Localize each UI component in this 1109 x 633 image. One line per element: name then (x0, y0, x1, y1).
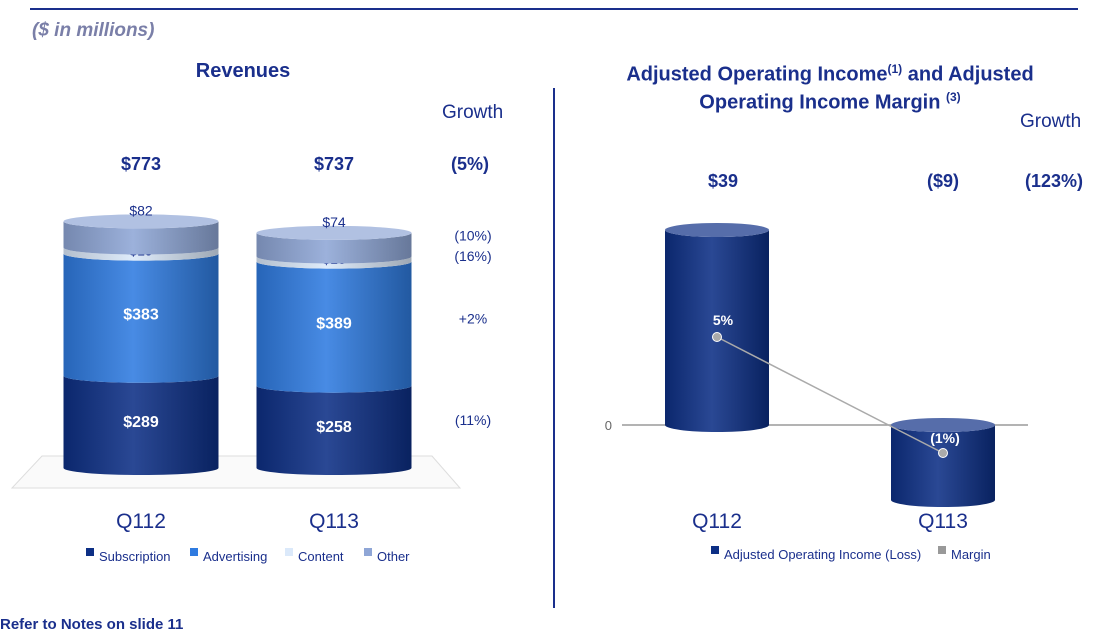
aoi-title-part-a: Adjusted Operating Income (626, 63, 888, 86)
revenue-bar-subscription-q113 (256, 385, 412, 475)
revenue-legend-swatch (190, 548, 198, 556)
margin-legend-swatch (938, 546, 946, 554)
margin-legend-label: Margin (951, 547, 991, 562)
revenue-total-growth-label: (5%) (451, 154, 489, 174)
aoi-x-tick-label: Q113 (918, 510, 968, 533)
revenue-bar-subscription-q112 (63, 375, 219, 476)
aoi-bar-q112-top (665, 223, 769, 237)
revenue-bar-other-q113-top (256, 225, 412, 240)
revenue-data-label: $82 (129, 202, 153, 218)
revenue-data-label: $258 (316, 419, 352, 436)
revenue-legend-swatch (364, 548, 372, 556)
margin-data-label: (1%) (930, 430, 960, 446)
aoi-bar-q112 (665, 230, 769, 432)
aoi-bar-q113-top (891, 418, 995, 432)
revenue-growth-label: (10%) (454, 228, 491, 244)
revenue-growth-label: (11%) (455, 412, 491, 428)
aoi-growth-label: (123%) (1025, 171, 1083, 191)
revenue-growth-label: (16%) (454, 248, 491, 264)
top-rule (30, 8, 1078, 10)
revenue-x-tick-label: Q113 (309, 510, 359, 533)
aoi-title-sup2: (3) (946, 89, 961, 104)
revenue-bar-advertising-q113 (256, 261, 412, 393)
revenue-bar-other-q113 (256, 232, 412, 264)
revenue-legend-label: Subscription (99, 549, 171, 564)
aoi-value-label: $39 (708, 171, 738, 191)
aoi-legend-swatch (711, 546, 719, 554)
margin-point (938, 448, 948, 458)
revenue-x-tick-label: Q112 (116, 510, 166, 533)
panel-divider (553, 88, 555, 608)
footer-note: Refer to Notes on slide 11 (0, 616, 184, 633)
revenue-legend-label: Other (377, 549, 410, 564)
revenue-data-label: $289 (123, 414, 159, 431)
margin-data-label: 5% (713, 312, 734, 328)
aoi-title-sup1: (1) (887, 62, 903, 76)
revenue-bar-content-q112 (63, 247, 219, 261)
revenue-legend-label: Content (298, 549, 344, 564)
revenue-total-label: $737 (314, 154, 354, 174)
aoi-legend-label: Adjusted Operating Income (Loss) (724, 547, 921, 562)
margin-point (712, 332, 722, 342)
aoi-title-part-c: Operating Income Margin (699, 91, 941, 114)
aoi-value-label: ($9) (927, 171, 959, 191)
aoi-bar-q113 (891, 425, 995, 507)
revenue-data-label: $74 (322, 214, 346, 230)
revenue-chart-title: Revenues (195, 60, 291, 82)
revenue-bar-other-q112 (63, 221, 219, 255)
aoi-y-tick-label: 0 (605, 418, 612, 433)
revenue-total-label: $773 (121, 154, 161, 174)
revenue-legend-swatch (285, 548, 293, 556)
aoi-x-tick-label: Q112 (692, 510, 742, 533)
revenue-data-label: $383 (123, 307, 159, 324)
units-subtitle: ($ in millions) (32, 20, 155, 41)
revenue-bar-other-q112-top (63, 214, 219, 229)
margin-series-line (716, 336, 944, 454)
revenue-legend-label: Advertising (203, 549, 267, 564)
aoi-chart-title: Adjusted Operating Income(1) and Adjuste… (585, 58, 1075, 113)
revenue-bar-content-q113 (256, 256, 412, 269)
aoi-growth-header: Growth (1020, 111, 1082, 132)
revenue-data-label: $389 (316, 316, 352, 333)
aoi-title-part-b: and Adjusted (902, 63, 1034, 86)
revenue-legend-swatch (86, 548, 94, 556)
revenue-growth-header: Growth (442, 102, 504, 123)
revenue-bar-advertising-q112 (63, 253, 219, 383)
revenue-growth-label: +2% (459, 311, 487, 327)
